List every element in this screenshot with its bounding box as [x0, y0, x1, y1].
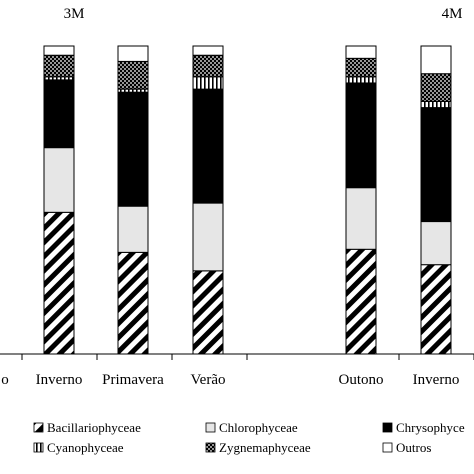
bar-bacillariophyceae-primavera-2: [117, 251, 149, 355]
legend-swatch-outros: [382, 442, 393, 453]
bar-bacillariophyceae-ver-o-3: [192, 270, 224, 355]
bar-chrysophyceae-inverno-5: [420, 107, 452, 223]
bar-chlorophyceae-inverno-1: [43, 147, 75, 213]
bar-outros-ver-o-3: [192, 45, 224, 56]
legend-swatch-chlorophyceae: [205, 422, 216, 433]
bar-bacillariophyceae-inverno-5: [420, 264, 452, 355]
tick-label-inverno-5: Inverno: [413, 372, 460, 388]
bar-outros-outono-4: [345, 45, 377, 59]
tick-label-o-0: o: [1, 372, 9, 388]
tick-label-primavera-2: Primavera: [102, 372, 164, 388]
bar-chrysophyceae-primavera-2: [117, 91, 149, 207]
legend-swatch-cyanophyceae: [33, 442, 44, 453]
legend-label-bacillariophyceae: Bacillariophyceae: [47, 420, 141, 435]
bar-outros-primavera-2: [117, 45, 149, 62]
bar-chrysophyceae-ver-o-3: [192, 88, 224, 204]
bar-zygnemaphyceae-primavera-2: [117, 60, 149, 90]
bar-chlorophyceae-outono-4: [345, 187, 377, 250]
legend-label-zygnemaphyceae: Zygnemaphyceae: [219, 440, 311, 455]
group-label-4m: 4M: [442, 6, 463, 22]
bar-bacillariophyceae-inverno-1: [43, 211, 75, 355]
bar-outros-inverno-1: [43, 45, 75, 56]
legend-label-chlorophyceae: Chlorophyceae: [219, 420, 298, 435]
bar-zygnemaphyceae-outono-4: [345, 57, 377, 78]
legend-label-cyanophyceae: Cyanophyceae: [47, 440, 124, 455]
bar-chlorophyceae-inverno-5: [420, 221, 452, 266]
legend-label-outros: Outros: [396, 440, 431, 455]
bar-bacillariophyceae-outono-4: [345, 248, 377, 355]
bar-chrysophyceae-outono-4: [345, 82, 377, 189]
bar-cyanophyceae-ver-o-3: [192, 76, 224, 90]
legend-swatch-zygnemaphyceae: [205, 442, 216, 453]
legend-swatch-chrysophyceae: [382, 422, 393, 433]
tick-label-ver-o-3: Verão: [191, 372, 226, 388]
bar-chlorophyceae-ver-o-3: [192, 202, 224, 272]
bar-chlorophyceae-primavera-2: [117, 205, 149, 253]
bar-zygnemaphyceae-ver-o-3: [192, 54, 224, 78]
bar-chrysophyceae-inverno-1: [43, 79, 75, 149]
bar-zygnemaphyceae-inverno-1: [43, 54, 75, 78]
bar-outros-inverno-5: [420, 45, 452, 75]
legend-label-chrysophyceae: Chrysophyce: [396, 420, 465, 435]
bar-cyanophyceae-outono-4: [345, 76, 377, 84]
group-label-3m: 3M: [64, 6, 85, 22]
bar-cyanophyceae-inverno-5: [420, 100, 452, 109]
tick-label-outono-4: Outono: [339, 372, 384, 388]
bar-zygnemaphyceae-inverno-5: [420, 73, 452, 102]
legend-swatch-bacillariophyceae: [33, 422, 44, 433]
tick-label-inverno-1: Inverno: [36, 372, 83, 388]
